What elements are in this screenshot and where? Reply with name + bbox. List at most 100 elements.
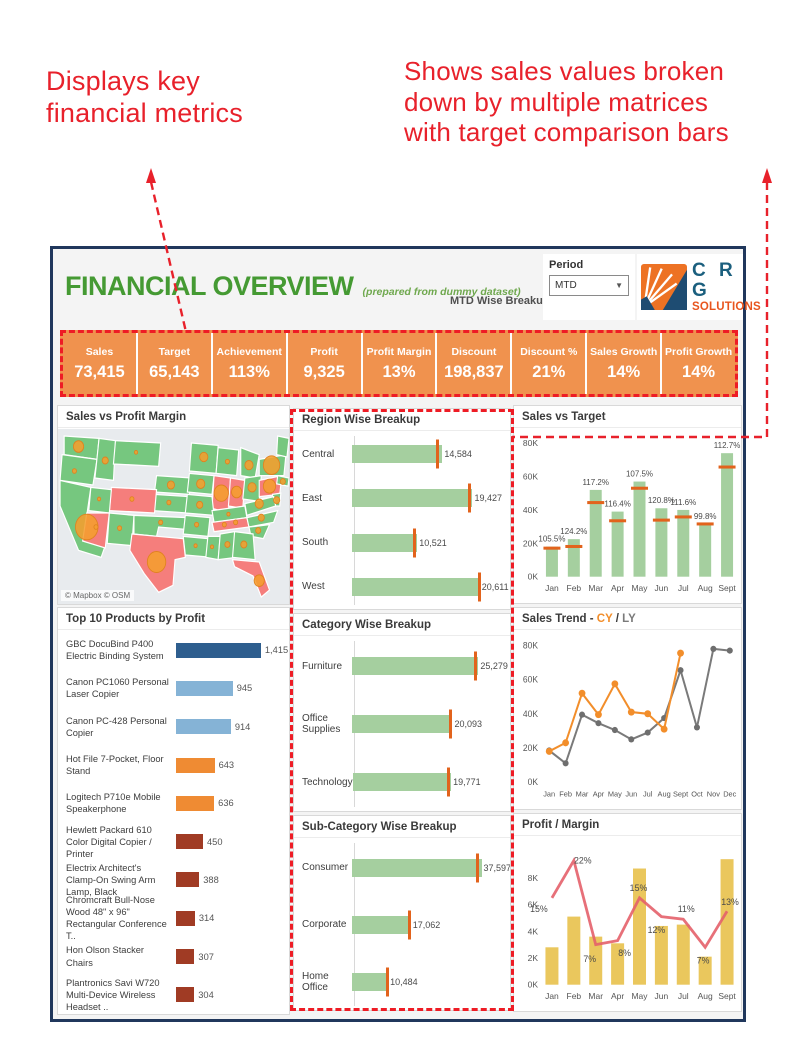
- bullet-bar[interactable]: [352, 773, 452, 791]
- line-ly[interactable]: [548, 647, 730, 765]
- point-ly: [677, 667, 684, 674]
- product-value: 388: [203, 874, 219, 885]
- sales-bar[interactable]: [633, 481, 646, 577]
- profit-bar[interactable]: [611, 943, 625, 985]
- bullet-row: West 20,611: [294, 565, 510, 609]
- month-label: Jan: [545, 991, 559, 1001]
- y-tick-label: 80K: [523, 438, 538, 448]
- product-value: 643: [218, 760, 235, 771]
- panel-sales-vs-target: Sales vs Target 0K 20K 40K 60K 80K 105.5% Jan 1…: [513, 405, 742, 604]
- bullet-category-label: Furniture: [302, 660, 343, 672]
- sales-bar[interactable]: [677, 509, 690, 577]
- target-tick: [446, 767, 450, 797]
- trend-title-cy: CY: [596, 613, 613, 625]
- product-bar[interactable]: [176, 680, 233, 696]
- product-bar[interactable]: [176, 872, 200, 888]
- kpi-label: Profit: [310, 345, 338, 358]
- bullet-bar[interactable]: [352, 715, 453, 733]
- target-tick: [408, 910, 412, 939]
- kpi-label: Sales: [85, 345, 114, 358]
- period-select[interactable]: MTD ▼: [549, 275, 629, 296]
- month-label: Sept: [718, 991, 736, 1001]
- point-ly: [726, 647, 733, 654]
- bullet-category-label: East: [302, 492, 323, 504]
- product-name: Hot File 7-Pocket, Floor Stand: [66, 753, 164, 777]
- product-row: GBC DocuBind P400 Electric Binding Syste…: [58, 631, 289, 669]
- margin-line[interactable]: [550, 856, 729, 950]
- month-label: May: [608, 789, 622, 798]
- line-cy[interactable]: [548, 652, 682, 753]
- sales-bar[interactable]: [655, 508, 668, 577]
- sales-bar[interactable]: [545, 546, 558, 577]
- profit-bar[interactable]: [633, 868, 646, 985]
- margin-pct-label: 7%: [583, 954, 596, 964]
- bullet-value-label: 10,521: [419, 537, 447, 548]
- sales-bar[interactable]: [699, 524, 712, 577]
- target-tick: [467, 483, 471, 513]
- product-value: 307: [198, 951, 214, 962]
- pct-label: 107.5%: [626, 469, 653, 478]
- us-map[interactable]: [58, 429, 289, 604]
- kpi-label: Achievement: [216, 345, 282, 358]
- page-title: FINANCIAL OVERVIEW: [65, 271, 354, 301]
- bullet-category-label: Consumer: [302, 862, 349, 873]
- dashboard: FINANCIAL OVERVIEW (prepared from dummy …: [50, 246, 761, 1022]
- profit-bar[interactable]: [589, 936, 603, 985]
- y-tick-label: 40K: [523, 505, 538, 515]
- sales-bar[interactable]: [721, 453, 734, 577]
- bullet-bar[interactable]: [352, 577, 480, 596]
- bullet-track: 37,597: [352, 839, 510, 896]
- sales-bar[interactable]: [567, 539, 580, 577]
- target-tick: [473, 651, 477, 681]
- product-bar[interactable]: [176, 757, 215, 773]
- point-ly: [710, 645, 717, 653]
- bullet-bar[interactable]: [352, 657, 479, 675]
- bullet-bar[interactable]: [352, 858, 482, 877]
- profit-bar[interactable]: [654, 925, 668, 985]
- bullet-value-label: 20,093: [454, 719, 482, 729]
- kpi-value: 14%: [682, 362, 716, 381]
- sales-bar[interactable]: [611, 511, 624, 577]
- month-label: Jul: [678, 991, 689, 1001]
- sales-bar[interactable]: [589, 489, 602, 577]
- kpi-value: 21%: [532, 362, 566, 381]
- product-row: Canon PC1060 Personal Laser Copier 945: [58, 669, 289, 707]
- period-label: Period: [549, 259, 584, 271]
- bullet-value-label: 19,427: [474, 493, 502, 504]
- profit-bar[interactable]: [567, 916, 581, 985]
- profit-bar[interactable]: [720, 859, 734, 985]
- month-label: May: [631, 583, 648, 593]
- target-tick: [386, 967, 390, 996]
- product-name: Canon PC1060 Personal Laser Copier: [66, 677, 169, 700]
- kpi-label: Discount: [451, 345, 497, 358]
- profit-bar[interactable]: [698, 956, 712, 985]
- bullet-bar[interactable]: [352, 533, 418, 552]
- month-label: Jul: [678, 583, 689, 593]
- product-bar[interactable]: [176, 834, 203, 850]
- product-bar[interactable]: [176, 642, 261, 658]
- bullet-bar[interactable]: [352, 489, 473, 508]
- bullet-bar[interactable]: [352, 972, 389, 991]
- product-bar[interactable]: [176, 719, 231, 735]
- target-tick: [565, 544, 583, 549]
- crg-logo-mark-icon: [641, 264, 687, 310]
- pct-label: 105.5%: [538, 535, 565, 544]
- profit-bar[interactable]: [545, 947, 559, 985]
- bullet-bar[interactable]: [352, 915, 411, 934]
- kpi-label: Profit Margin: [366, 345, 432, 358]
- profit-bar[interactable]: [676, 924, 690, 985]
- product-bar[interactable]: [176, 910, 195, 926]
- target-tick: [631, 486, 648, 490]
- bullet-row: Office Supplies 20,093: [294, 695, 510, 753]
- kpi-value: 9,325: [303, 362, 345, 381]
- product-bar[interactable]: [176, 987, 195, 1003]
- bullet-bar[interactable]: [352, 445, 443, 464]
- pct-label: 112.7%: [714, 441, 741, 450]
- product-bar[interactable]: [176, 795, 215, 811]
- crg-logo: C R G SOLUTIONS: [637, 254, 761, 320]
- right-arrow-head: [762, 168, 772, 183]
- product-row: Logitech P710e Mobile Speakerphone 636: [58, 784, 289, 822]
- month-label: Jan: [545, 583, 559, 593]
- product-bar[interactable]: [176, 949, 195, 965]
- product-row: Hot File 7-Pocket, Floor Stand 643: [58, 746, 289, 784]
